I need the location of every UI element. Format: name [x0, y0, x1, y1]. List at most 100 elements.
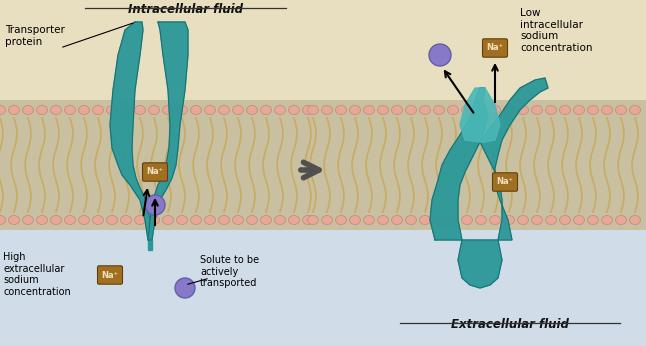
Bar [0, 100, 313, 230]
Ellipse shape [406, 216, 417, 225]
FancyBboxPatch shape [492, 173, 517, 191]
Ellipse shape [23, 216, 34, 225]
Ellipse shape [391, 216, 402, 225]
Ellipse shape [616, 216, 627, 225]
Ellipse shape [335, 216, 346, 225]
Bar [0, 0, 313, 173]
Ellipse shape [0, 106, 6, 115]
Ellipse shape [37, 106, 48, 115]
Ellipse shape [475, 106, 486, 115]
Ellipse shape [545, 106, 556, 115]
Ellipse shape [461, 106, 472, 115]
Ellipse shape [260, 106, 271, 115]
Ellipse shape [532, 216, 543, 225]
Ellipse shape [176, 106, 187, 115]
Ellipse shape [233, 216, 244, 225]
FancyBboxPatch shape [143, 163, 167, 181]
Ellipse shape [107, 106, 118, 115]
Ellipse shape [233, 106, 244, 115]
Ellipse shape [448, 106, 459, 115]
Ellipse shape [0, 216, 6, 225]
Ellipse shape [260, 216, 271, 225]
Ellipse shape [377, 106, 388, 115]
Text: Na⁺: Na⁺ [497, 177, 514, 186]
Text: Extracellular fluid: Extracellular fluid [451, 318, 569, 331]
Ellipse shape [175, 278, 195, 298]
Ellipse shape [419, 106, 430, 115]
Ellipse shape [163, 106, 174, 115]
Ellipse shape [629, 216, 640, 225]
Ellipse shape [8, 106, 19, 115]
Ellipse shape [218, 216, 229, 225]
Ellipse shape [92, 106, 103, 115]
Text: Solute to be
actively
transported: Solute to be actively transported [200, 255, 259, 288]
Ellipse shape [490, 216, 501, 225]
Ellipse shape [349, 106, 360, 115]
Ellipse shape [65, 106, 76, 115]
FancyBboxPatch shape [98, 266, 123, 284]
Ellipse shape [429, 44, 451, 66]
Ellipse shape [247, 216, 258, 225]
Text: Na⁺: Na⁺ [486, 44, 503, 53]
Ellipse shape [302, 216, 313, 225]
Ellipse shape [65, 216, 76, 225]
Ellipse shape [322, 106, 333, 115]
Ellipse shape [616, 106, 627, 115]
Ellipse shape [302, 106, 313, 115]
Ellipse shape [275, 216, 286, 225]
Ellipse shape [349, 216, 360, 225]
Ellipse shape [503, 106, 514, 115]
Ellipse shape [163, 216, 174, 225]
Ellipse shape [559, 106, 570, 115]
Ellipse shape [149, 106, 160, 115]
Polygon shape [458, 240, 502, 288]
Ellipse shape [335, 106, 346, 115]
Ellipse shape [247, 106, 258, 115]
Ellipse shape [134, 106, 145, 115]
Ellipse shape [574, 106, 585, 115]
Ellipse shape [191, 216, 202, 225]
Ellipse shape [149, 216, 160, 225]
Ellipse shape [587, 216, 598, 225]
Polygon shape [480, 78, 548, 240]
Ellipse shape [307, 216, 318, 225]
Polygon shape [110, 22, 152, 240]
Text: Intracellular fluid: Intracellular fluid [129, 3, 244, 16]
Ellipse shape [517, 216, 528, 225]
Polygon shape [148, 22, 188, 240]
Polygon shape [148, 240, 152, 250]
Ellipse shape [121, 216, 132, 225]
Text: High
extracellular
sodium
concentration: High extracellular sodium concentration [3, 252, 71, 297]
Ellipse shape [601, 106, 612, 115]
Bar [313, 173, 646, 346]
Ellipse shape [289, 106, 300, 115]
Bar [0, 173, 313, 346]
Ellipse shape [134, 216, 145, 225]
Ellipse shape [92, 216, 103, 225]
Ellipse shape [50, 216, 61, 225]
Ellipse shape [8, 216, 19, 225]
Ellipse shape [433, 106, 444, 115]
Ellipse shape [364, 216, 375, 225]
Ellipse shape [121, 106, 132, 115]
Ellipse shape [364, 106, 375, 115]
Text: Na⁺: Na⁺ [147, 167, 163, 176]
Ellipse shape [559, 216, 570, 225]
Ellipse shape [275, 106, 286, 115]
Ellipse shape [601, 216, 612, 225]
Ellipse shape [377, 216, 388, 225]
Ellipse shape [289, 216, 300, 225]
Text: Na⁺: Na⁺ [101, 271, 118, 280]
Ellipse shape [406, 106, 417, 115]
Ellipse shape [205, 106, 216, 115]
Ellipse shape [307, 106, 318, 115]
Ellipse shape [574, 216, 585, 225]
Ellipse shape [322, 216, 333, 225]
Ellipse shape [475, 216, 486, 225]
Ellipse shape [107, 216, 118, 225]
Ellipse shape [37, 216, 48, 225]
Ellipse shape [391, 106, 402, 115]
Bar [313, 100, 646, 230]
Text: Low
intracellular
sodium
concentration: Low intracellular sodium concentration [520, 8, 592, 53]
Ellipse shape [23, 106, 34, 115]
